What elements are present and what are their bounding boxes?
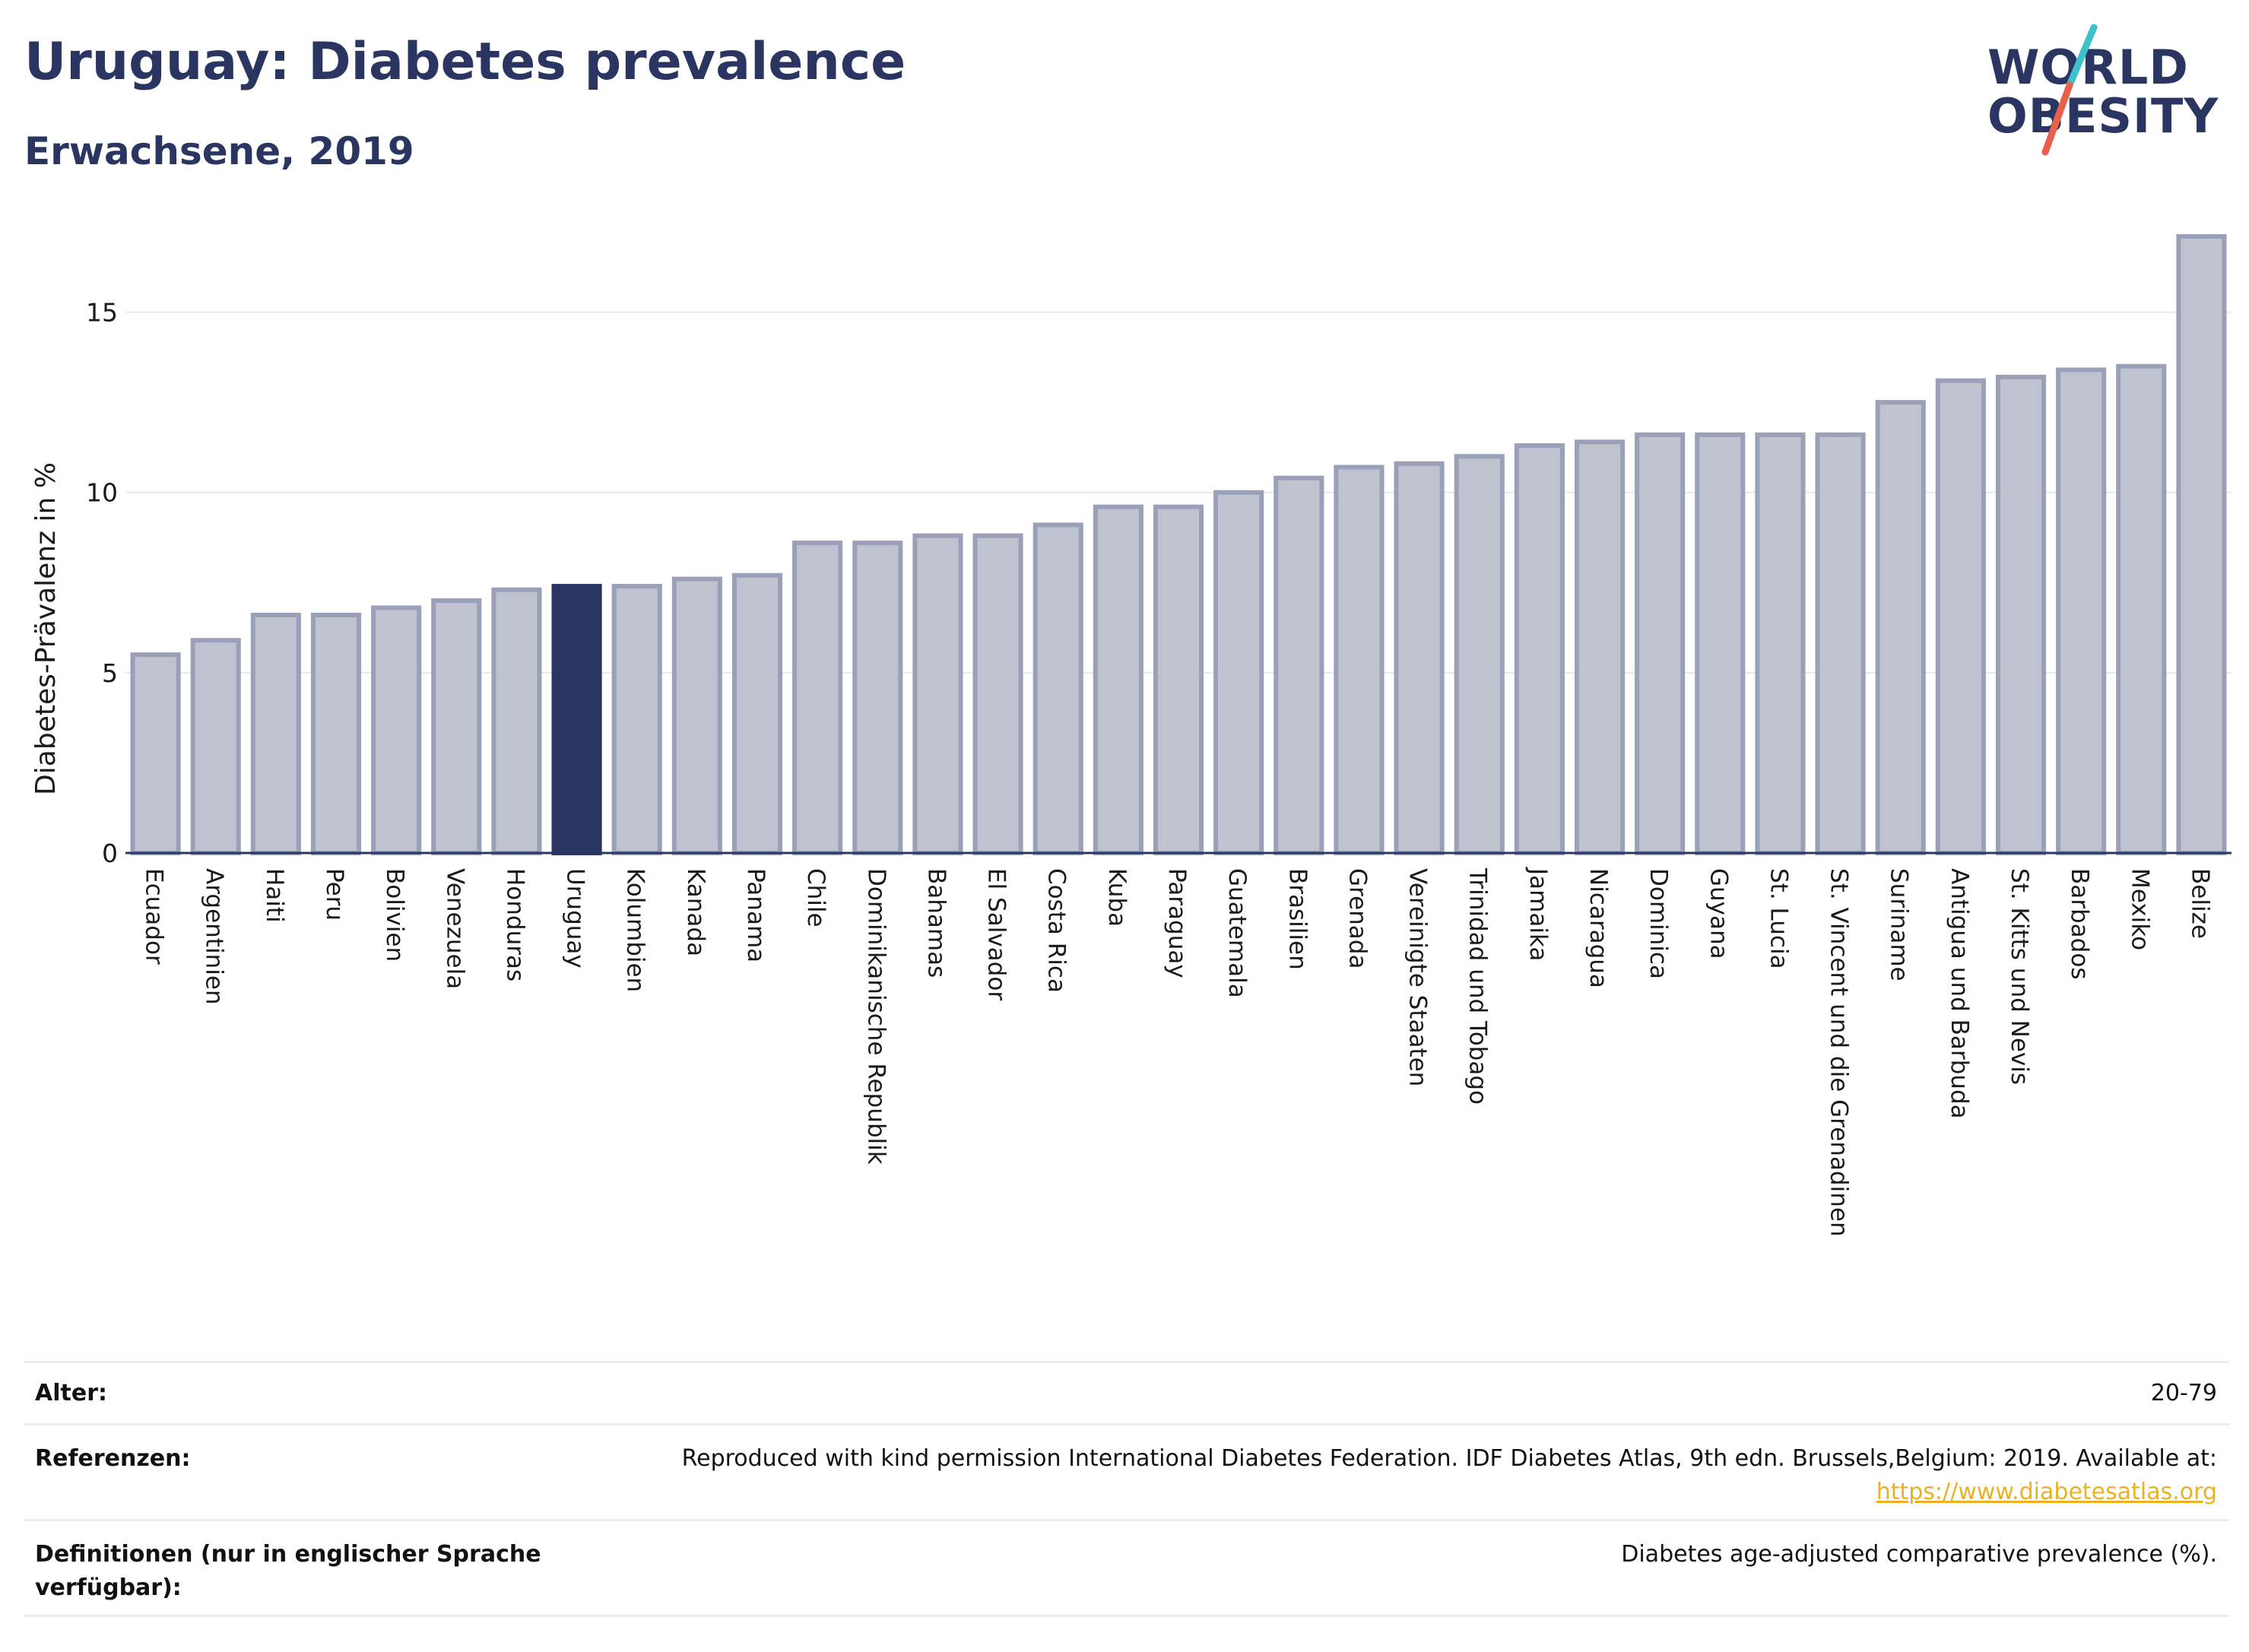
x-tick-label: Vereinigte Staaten — [1404, 868, 1432, 1086]
x-tick-label: St. Lucia — [1765, 868, 1792, 969]
bar[interactable] — [1755, 432, 1806, 855]
logo-line-1: WORLD — [1987, 40, 2189, 95]
bar[interactable] — [2176, 233, 2227, 855]
meta-bottom-divider — [24, 1615, 2229, 1617]
x-tick-label: Guyana — [1705, 868, 1732, 959]
x-tick-label: Bolivien — [381, 868, 408, 962]
x-tick-label: Argentinien — [201, 868, 228, 1005]
bar[interactable] — [1394, 461, 1445, 855]
x-tick-label: Suriname — [1886, 868, 1913, 981]
logo-slash-icon — [2041, 24, 2098, 156]
x-tick-label: St. Kitts und Nevis — [2006, 868, 2033, 1085]
x-tick-label: Kuba — [1103, 868, 1131, 927]
x-tick-label: Bahamas — [922, 868, 950, 978]
x-tick-label: Jamaika — [1524, 867, 1552, 961]
bar-chart: 0 5 10 15 Ecuador Argentinien Haiti Peru Bolivi… — [30, 233, 2232, 1237]
x-tick-label: Trinidad und Tobago — [1464, 867, 1492, 1105]
bar[interactable] — [2116, 363, 2167, 855]
x-tick-label: Kolumbien — [622, 868, 649, 992]
y-tick-label: 5 — [102, 658, 118, 688]
y-axis-label: Diabetes-Prävalenz in % — [30, 462, 62, 795]
definitions-label: Definitionen (nur in englischer Sprache … — [35, 1541, 541, 1601]
x-tick-label: Belize — [2186, 868, 2213, 939]
world-obesity-logo[interactable]: WORLD OBESITY — [1984, 23, 2235, 160]
y-tick-label: 0 — [102, 839, 118, 868]
x-tick-label: Paraguay — [1163, 868, 1191, 978]
x-tick-label: Dominikanische Republik — [862, 868, 890, 1165]
bars — [130, 233, 2227, 856]
y-tick-labels: 0 5 10 15 — [86, 298, 118, 868]
bar[interactable] — [731, 572, 783, 855]
bar[interactable] — [1815, 432, 1866, 855]
bar[interactable] — [1875, 400, 1926, 855]
bar[interactable] — [1274, 475, 1324, 855]
bar[interactable] — [491, 587, 542, 855]
bar[interactable] — [852, 541, 903, 855]
x-tick-label: Panama — [742, 868, 769, 962]
bar[interactable] — [912, 533, 963, 856]
bar[interactable] — [792, 541, 843, 855]
bar[interactable] — [1574, 439, 1626, 855]
meta-row-references: Referenzen: Reproduced with kind permiss… — [24, 1423, 2229, 1521]
references-text: Reproduced with kind permission Internat… — [681, 1445, 2217, 1472]
bar[interactable] — [431, 598, 482, 855]
definitions-value: Diabetes age-adjusted comparative preval… — [1621, 1541, 2217, 1568]
x-tick-label: Uruguay — [562, 868, 589, 969]
bar[interactable] — [611, 584, 662, 855]
references-value: Reproduced with kind permission Internat… — [620, 1442, 2217, 1509]
x-tick-label: Guatemala — [1223, 868, 1251, 998]
bar[interactable] — [250, 612, 301, 855]
references-label: Referenzen: — [35, 1445, 191, 1472]
bar[interactable] — [1695, 432, 1746, 855]
x-tick-label: Antigua und Barbuda — [1946, 868, 1973, 1119]
x-tick-label: Kanada — [682, 868, 709, 956]
bar[interactable] — [371, 605, 422, 855]
bar[interactable] — [1935, 378, 1986, 855]
x-tick-label: Costa Rica — [1043, 868, 1071, 993]
x-tick-label: Barbados — [2066, 868, 2093, 979]
x-tick-label: Haiti — [261, 868, 288, 923]
x-tick-label: Nicaragua — [1584, 868, 1612, 988]
logo-line-2: OBESITY — [1987, 88, 2219, 144]
references-link[interactable]: https://www.diabetesatlas.org — [1876, 1479, 2217, 1505]
x-tick-label: Brasilien — [1283, 868, 1311, 970]
x-tick-label: St. Vincent und die Grenadinen — [1826, 868, 1853, 1237]
bar[interactable] — [2056, 367, 2107, 855]
x-tick-label: Grenada — [1343, 868, 1371, 969]
bar[interactable] — [190, 638, 241, 856]
x-tick-label: Mexiko — [2126, 868, 2153, 950]
x-tick-label: Ecuador — [141, 868, 168, 965]
x-tick-labels: Ecuador Argentinien Haiti Peru Bolivien Venez… — [141, 867, 2214, 1237]
meta-row-age: Alter: 20-79 — [24, 1361, 2229, 1425]
x-tick-label: Dominica — [1645, 868, 1672, 979]
bar[interactable] — [1033, 522, 1083, 856]
bar[interactable] — [1334, 465, 1385, 855]
meta-row-definitions: Definitionen (nur in englischer Sprache … — [24, 1519, 2229, 1617]
bar[interactable] — [1514, 443, 1565, 855]
y-tick-label: 10 — [86, 478, 118, 508]
bar[interactable] — [1454, 454, 1505, 855]
age-label: Alter: — [35, 1380, 107, 1406]
bar[interactable] — [1213, 490, 1264, 855]
page-subtitle: Erwachsene, 2019 — [24, 129, 414, 173]
x-tick-label: Venezuela — [441, 868, 468, 989]
x-tick-label: Honduras — [501, 868, 528, 981]
bar[interactable] — [1995, 374, 2047, 855]
page-title: Uruguay: Diabetes prevalence — [24, 32, 906, 92]
x-tick-label: Chile — [802, 868, 829, 927]
bar[interactable] — [671, 576, 722, 855]
age-value: 20-79 — [2150, 1380, 2217, 1406]
bar[interactable] — [972, 533, 1023, 856]
y-tick-label: 15 — [86, 298, 118, 328]
bar-highlighted[interactable] — [551, 584, 602, 855]
bar[interactable] — [1635, 432, 1686, 855]
bar[interactable] — [1093, 504, 1144, 856]
x-tick-label: El Salvador — [983, 868, 1010, 1000]
x-tick-label: Peru — [321, 868, 348, 921]
bar[interactable] — [130, 652, 181, 856]
bar[interactable] — [1153, 504, 1204, 856]
bar[interactable] — [310, 612, 362, 855]
